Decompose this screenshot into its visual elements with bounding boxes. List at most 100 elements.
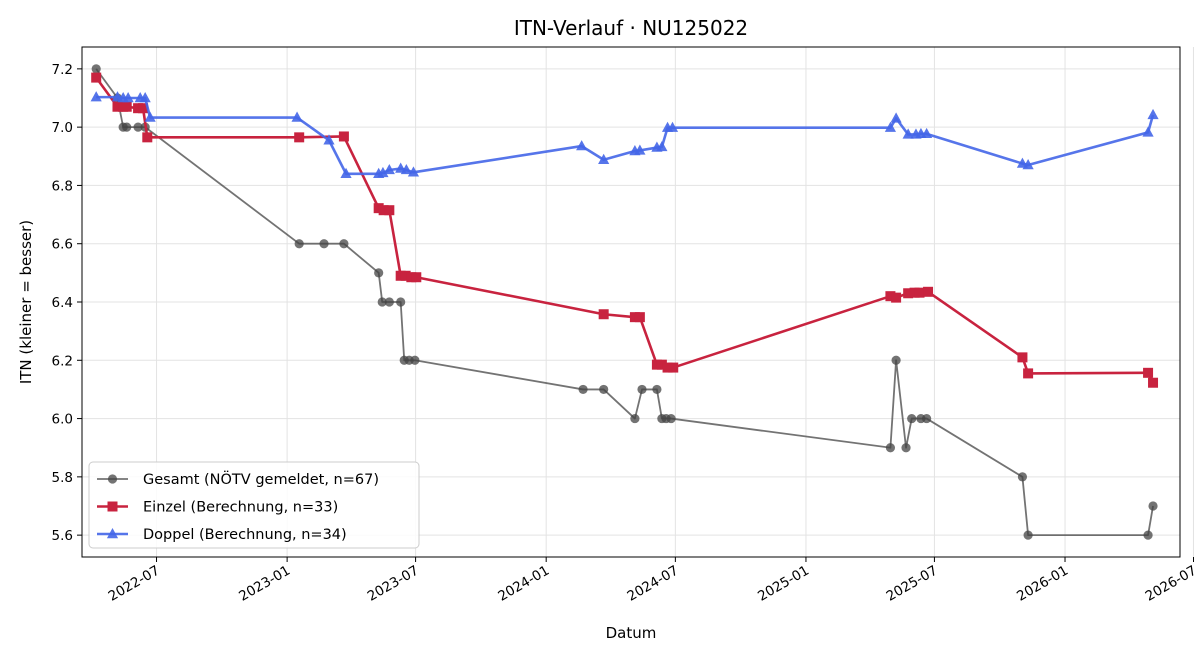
data-point xyxy=(1148,377,1159,388)
data-point xyxy=(1143,367,1154,378)
legend: Gesamt (NÖTV gemeldet, n=67) Einzel (Bere… xyxy=(88,461,420,549)
data-point xyxy=(383,163,395,175)
data-point xyxy=(903,288,914,299)
data-point xyxy=(634,312,645,323)
data-point xyxy=(578,384,588,395)
data-point xyxy=(1023,530,1033,540)
data-point xyxy=(91,72,102,83)
y-tick-label: 6.0 xyxy=(52,412,73,428)
x-tick-label: 2025-01 xyxy=(755,563,812,605)
data-point xyxy=(1143,530,1153,540)
data-point xyxy=(384,297,394,307)
data-point xyxy=(133,122,143,132)
data-point xyxy=(598,309,609,320)
data-point xyxy=(914,287,925,298)
data-point xyxy=(407,166,420,177)
data-point xyxy=(923,286,934,297)
data-point xyxy=(885,443,896,453)
data-point xyxy=(339,239,349,249)
data-point xyxy=(922,413,932,424)
y-tick-label: 5.8 xyxy=(52,470,73,486)
legend-marker xyxy=(107,474,118,484)
series-layer xyxy=(90,64,1159,540)
x-tick-label: 2024-01 xyxy=(495,563,552,605)
data-point xyxy=(666,121,679,132)
series-line xyxy=(95,76,1155,384)
data-point xyxy=(1017,472,1028,482)
data-point xyxy=(112,101,123,112)
data-point xyxy=(377,297,387,307)
data-point xyxy=(90,91,102,102)
legend-item: Einzel (Berechnung, n=33) xyxy=(97,500,338,516)
x-axis-label: Datum xyxy=(606,624,657,642)
data-point xyxy=(142,132,153,143)
data-point xyxy=(668,362,679,373)
data-point xyxy=(907,413,917,424)
data-point xyxy=(921,127,933,139)
data-point xyxy=(1022,159,1034,170)
data-point xyxy=(666,413,676,424)
x-tick-label: 2023-07 xyxy=(365,563,422,605)
data-point xyxy=(121,101,132,112)
y-axis-label: ITN (kleiner = besser) xyxy=(17,220,35,384)
x-tick-label: 2025-07 xyxy=(884,563,941,605)
data-point xyxy=(340,167,352,178)
data-point xyxy=(410,355,420,365)
y-tick-label: 7.0 xyxy=(52,120,73,136)
data-point xyxy=(891,355,901,365)
data-point xyxy=(378,205,389,216)
legend-label: Einzel (Berechnung, n=33) xyxy=(143,500,338,516)
series-line xyxy=(95,68,1154,537)
data-point xyxy=(1147,108,1159,120)
data-point xyxy=(891,292,902,303)
x-tick-label: 2024-07 xyxy=(625,563,682,605)
legend-label: Doppel (Berechnung, n=34) xyxy=(143,527,347,543)
data-point xyxy=(884,121,897,132)
data-point xyxy=(122,122,132,132)
data-point xyxy=(637,384,647,395)
y-tick-label: 6.4 xyxy=(52,295,73,311)
data-point xyxy=(656,140,668,152)
data-point xyxy=(400,163,412,175)
data-point xyxy=(374,268,384,278)
data-point xyxy=(396,297,406,307)
data-point xyxy=(139,92,151,103)
series-square xyxy=(91,72,1159,388)
data-point xyxy=(319,239,329,249)
data-point xyxy=(411,272,422,283)
y-tick-label: 5.6 xyxy=(52,528,73,544)
series-line xyxy=(96,95,1155,176)
data-point xyxy=(598,153,610,164)
legend-marker xyxy=(107,501,118,512)
data-point xyxy=(377,166,389,178)
data-point xyxy=(885,291,896,302)
data-point xyxy=(652,384,662,395)
data-point xyxy=(902,128,914,139)
data-point xyxy=(138,103,149,114)
data-point xyxy=(1023,368,1034,379)
y-tick-label: 6.2 xyxy=(52,353,73,369)
data-point xyxy=(890,112,902,123)
data-point xyxy=(1017,352,1028,363)
data-point xyxy=(122,92,134,103)
data-point xyxy=(1148,501,1158,511)
legend-item: Doppel (Berechnung, n=34) xyxy=(97,527,347,543)
x-tick-label: 2023-01 xyxy=(236,563,293,605)
y-tick-label: 7.2 xyxy=(52,62,73,78)
legend-item: Gesamt (NÖTV gemeldet, n=67) xyxy=(97,470,379,488)
x-tick-label: 2026-07 xyxy=(1143,563,1200,605)
data-point xyxy=(291,111,303,122)
data-point xyxy=(599,384,609,395)
y-tick-label: 6.8 xyxy=(52,178,73,194)
x-tick-label: 2022-07 xyxy=(106,563,163,605)
data-point xyxy=(662,362,673,373)
data-point xyxy=(338,131,349,142)
data-point xyxy=(901,443,911,453)
legend-marker xyxy=(106,528,119,539)
chart-title: ITN-Verlauf · NU125022 xyxy=(514,16,748,40)
data-point xyxy=(384,205,395,216)
data-point xyxy=(634,144,646,155)
data-point xyxy=(144,111,156,122)
data-point xyxy=(400,270,411,281)
